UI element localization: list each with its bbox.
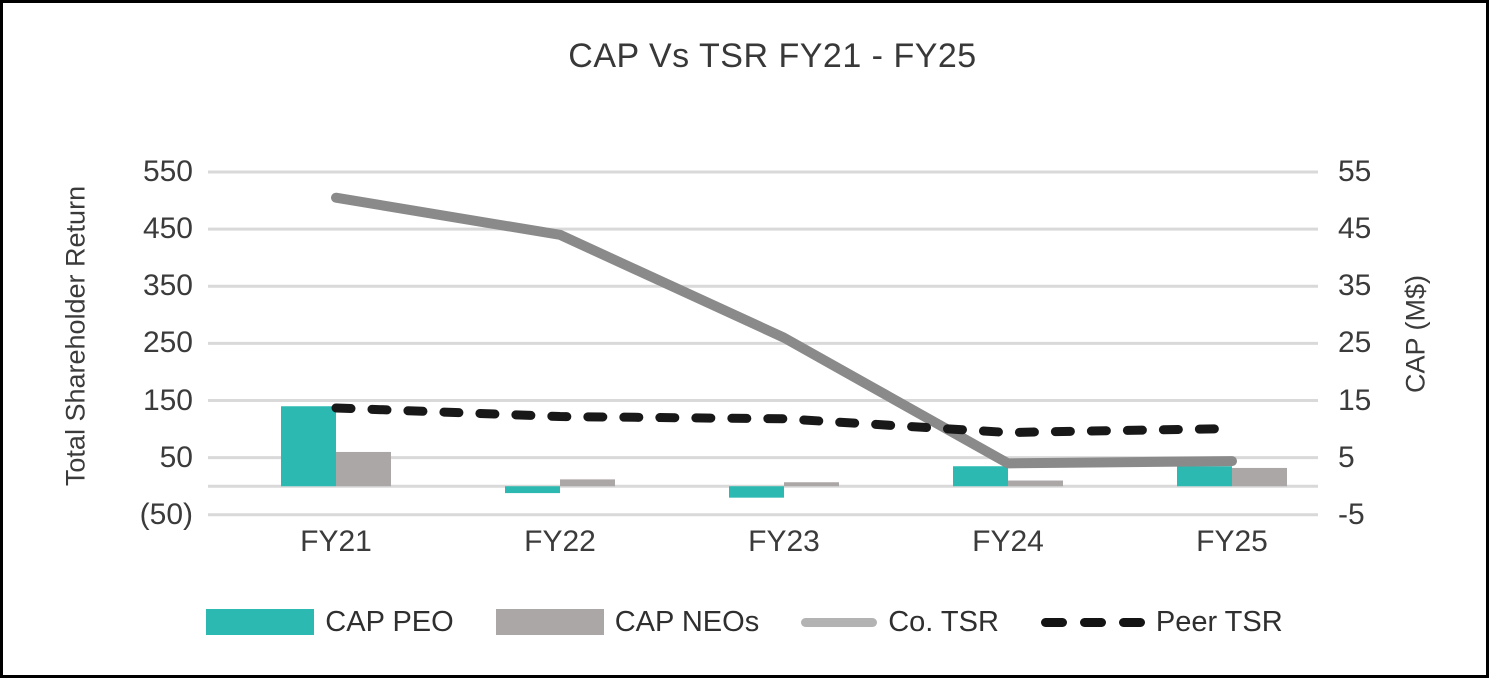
left-axis-tick-450: 450 (142, 212, 193, 246)
x-axis-label-fy25: FY25 (1196, 525, 1268, 558)
right-axis-tick-5: 5 (1338, 440, 1355, 474)
peer-tsr-line (331, 403, 1237, 438)
peer-tsr-dash-swatch (1040, 617, 1145, 627)
right-axis-tick-15: 15 (1338, 383, 1372, 417)
chart-title: CAP Vs TSR FY21 - FY25 (568, 37, 977, 75)
left-axis-tick-50: 50 (159, 440, 193, 474)
bar-cap-peo-fy25 (1177, 466, 1232, 487)
dash-segment (1079, 617, 1106, 627)
right-axis-tick-55: 55 (1338, 155, 1372, 188)
co-tsr-line (331, 192, 1237, 469)
x-axis-label-fy21: FY21 (300, 525, 372, 558)
legend-item-peer-tsr: Peer TSR (1040, 605, 1283, 639)
dash-segment (1118, 617, 1145, 627)
cap-peo-swatch (206, 609, 315, 635)
bar-cap-neos-fy25 (1232, 467, 1287, 487)
legend: CAP PEO CAP NEOs Co. TSR Peer TSR (3, 599, 1486, 645)
plot-area (208, 170, 1318, 517)
legend-label-cap-neos: CAP NEOs (614, 605, 760, 638)
bar-cap-peo-fy22 (505, 486, 560, 494)
bar-cap-peo-fy24 (953, 466, 1008, 487)
legend-label-peer-tsr: Peer TSR (1155, 605, 1283, 638)
right-axis-tick-neg5: -5 (1338, 497, 1365, 531)
bar-cap-neos-fy24 (1008, 480, 1063, 487)
left-axis-tick-550: 550 (142, 155, 193, 188)
right-axis-tick-25: 25 (1338, 326, 1372, 360)
bar-cap-neos-fy23 (784, 482, 839, 487)
legend-label-cap-peo: CAP PEO (325, 605, 454, 638)
bar-cap-peo-fy21 (281, 406, 336, 487)
bar-cap-neos-fy22 (560, 479, 615, 487)
x-axis-label-fy22: FY22 (524, 525, 596, 558)
left-axis-tick-150: 150 (142, 383, 193, 417)
bar-cap-neos-fy21 (336, 451, 391, 487)
legend-label-co-tsr: Co. TSR (888, 605, 999, 638)
legend-item-cap-neos: CAP NEOs (495, 605, 760, 639)
bar-cap-peo-fy23 (729, 486, 784, 498)
dash-segment (1040, 617, 1067, 627)
left-axis-tick-250: 250 (142, 326, 193, 360)
x-axis-label-fy23: FY23 (748, 525, 820, 558)
right-axis-tick-45: 45 (1338, 212, 1372, 246)
legend-item-cap-peo: CAP PEO (206, 605, 454, 639)
co-tsr-line-swatch (801, 617, 878, 627)
left-axis-tick-350: 350 (142, 269, 193, 303)
x-axis-label-fy24: FY24 (972, 525, 1044, 558)
cap-neos-swatch (495, 609, 604, 635)
legend-item-co-tsr: Co. TSR (801, 606, 999, 639)
left-axis-tick-neg50: (50) (139, 497, 193, 531)
right-axis-tick-35: 35 (1338, 269, 1372, 303)
